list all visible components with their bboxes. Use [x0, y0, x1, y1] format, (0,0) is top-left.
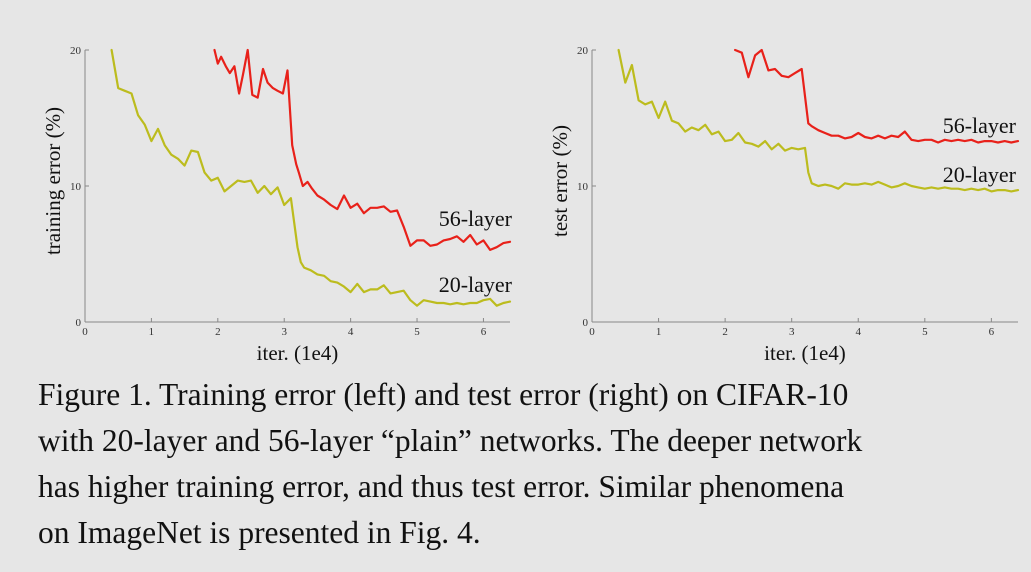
test-series-label-56-layer: 56-layer [943, 113, 1017, 138]
caption-line-3: has higher training error, and thus test… [38, 469, 845, 504]
test-y-axis-title: test error (%) [548, 125, 572, 237]
test-x-tick-label: 1 [656, 326, 662, 338]
test-series-20-layer [617, 48, 1020, 193]
test-y-tick-label: 20 [577, 45, 589, 57]
train-x-tick-label: 3 [281, 326, 287, 338]
test-error-chart: 0 1 2 3 4 5 6 0 10 20 56-layer 20-layer iter. (1e4) t… [548, 45, 1020, 365]
train-y-axis-title: training error (%) [41, 107, 65, 255]
train-x-tick-label: 1 [149, 326, 155, 338]
train-series-label-20-layer: 20-layer [439, 272, 513, 297]
train-x-axis-title: iter. (1e4) [257, 341, 339, 365]
train-x-tick-label: 6 [481, 326, 487, 338]
caption-line-4: on ImageNet is presented in Fig. 4. [38, 515, 481, 550]
train-x-tick-label: 0 [82, 326, 88, 338]
caption-line-1: Figure 1. Training error (left) and test… [38, 377, 849, 412]
train-x-tick-label: 4 [348, 326, 354, 338]
figure-caption: Figure 1. Training error (left) and test… [38, 372, 1028, 556]
test-y-tick-label: 0 [583, 317, 589, 329]
test-x-tick-label: 0 [589, 326, 595, 338]
caption-line-2: with 20-layer and 56-layer “plain” netwo… [38, 423, 863, 458]
training-error-chart: 0 1 2 3 4 5 6 0 10 20 56-layer 20-layer iter. (1e4) t… [41, 45, 513, 365]
test-x-tick-label: 4 [856, 326, 862, 338]
train-y-tick-label: 20 [70, 45, 82, 57]
train-series-20-layer [110, 48, 512, 307]
train-y-tick-label: 0 [76, 317, 82, 329]
train-y-tick-label: 10 [70, 181, 82, 193]
test-x-tick-label: 6 [989, 326, 995, 338]
test-series-label-20-layer: 20-layer [943, 162, 1017, 187]
test-x-tick-label: 2 [722, 326, 728, 338]
test-y-tick-label: 10 [577, 181, 589, 193]
train-x-tick-label: 5 [414, 326, 420, 338]
train-series-label-56-layer: 56-layer [439, 206, 513, 231]
test-series-56-layer [733, 48, 1020, 144]
train-x-tick-label: 2 [215, 326, 221, 338]
test-x-axis-title: iter. (1e4) [764, 341, 846, 365]
train-series-56-layer [213, 48, 512, 251]
test-x-tick-label: 5 [922, 326, 928, 338]
test-x-tick-label: 3 [789, 326, 795, 338]
